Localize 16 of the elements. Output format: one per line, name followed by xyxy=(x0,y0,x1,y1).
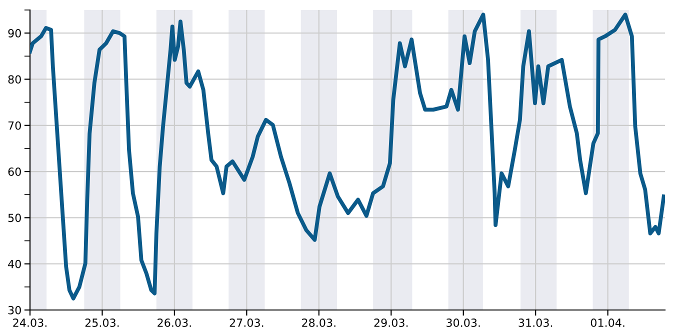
y-tick-label: 30 xyxy=(8,306,21,314)
x-tick-label: 25.03. xyxy=(85,318,119,327)
x-tick-label: 29.03. xyxy=(374,318,408,327)
y-tick-label: 70 xyxy=(8,121,21,130)
y-tick-label: 40 xyxy=(8,260,21,268)
x-tick-label: 26.03. xyxy=(158,318,191,327)
x-tick-label: 24.03. xyxy=(13,318,46,327)
y-tick-label: 60 xyxy=(8,168,21,176)
y-tick-label: 80 xyxy=(8,75,21,84)
x-tick-label: 27.03. xyxy=(230,318,264,327)
y-tick-label: 50 xyxy=(8,214,21,222)
x-tick-label: 31.03. xyxy=(518,318,552,327)
x-tick-label: 30.03. xyxy=(446,318,480,327)
y-tick-label: 90 xyxy=(8,29,21,38)
x-tick-label: 01.04. xyxy=(590,318,624,327)
x-tick-label: 28.03. xyxy=(302,318,336,327)
